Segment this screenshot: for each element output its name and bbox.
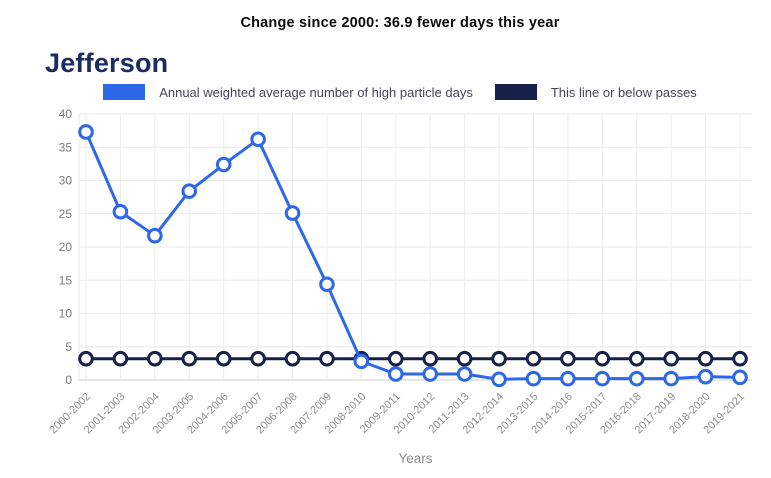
data-point-this-line-or-below-passes[interactable] xyxy=(284,350,301,367)
data-point-this-line-or-below-passes[interactable] xyxy=(387,350,404,367)
data-point-annual-weighted-average-number-of-high-particle-days[interactable] xyxy=(422,366,439,382)
data-point-this-line-or-below-passes[interactable] xyxy=(181,350,198,367)
page-title: Change since 2000: 36.9 fewer days this … xyxy=(240,15,560,31)
y-tick-label: 20 xyxy=(59,240,73,254)
data-point-this-line-or-below-passes[interactable] xyxy=(215,350,232,367)
data-point-annual-weighted-average-number-of-high-particle-days[interactable] xyxy=(112,203,129,220)
data-point-this-line-or-below-passes[interactable] xyxy=(594,350,611,367)
data-point-this-line-or-below-passes[interactable] xyxy=(697,350,714,367)
x-axis-title: Years xyxy=(398,451,433,466)
data-point-annual-weighted-average-number-of-high-particle-days[interactable] xyxy=(284,205,301,221)
y-tick-label: 15 xyxy=(59,273,73,287)
data-point-this-line-or-below-passes[interactable] xyxy=(422,350,439,367)
data-point-annual-weighted-average-number-of-high-particle-days[interactable] xyxy=(594,370,611,387)
data-point-this-line-or-below-passes[interactable] xyxy=(732,350,748,367)
data-point-this-line-or-below-passes[interactable] xyxy=(525,350,542,367)
data-point-annual-weighted-average-number-of-high-particle-days[interactable] xyxy=(491,371,507,388)
data-point-this-line-or-below-passes[interactable] xyxy=(628,350,645,367)
data-point-annual-weighted-average-number-of-high-particle-days[interactable] xyxy=(250,131,266,148)
y-tick-label: 5 xyxy=(65,340,72,354)
data-point-annual-weighted-average-number-of-high-particle-days[interactable] xyxy=(628,370,645,387)
data-point-annual-weighted-average-number-of-high-particle-days[interactable] xyxy=(560,370,576,387)
data-point-this-line-or-below-passes[interactable] xyxy=(319,350,335,367)
legend-label: This line or below passes xyxy=(550,84,697,100)
data-point-this-line-or-below-passes[interactable] xyxy=(250,350,266,367)
data-point-annual-weighted-average-number-of-high-particle-days[interactable] xyxy=(181,183,198,199)
data-point-this-line-or-below-passes[interactable] xyxy=(663,350,679,367)
legend-item-pass-threshold[interactable]: This line or below passes xyxy=(494,84,697,100)
data-point-annual-weighted-average-number-of-high-particle-days[interactable] xyxy=(215,156,232,173)
data-point-this-line-or-below-passes[interactable] xyxy=(456,350,473,367)
data-point-this-line-or-below-passes[interactable] xyxy=(560,350,576,367)
y-tick-label: 25 xyxy=(59,207,73,221)
y-tick-label: 35 xyxy=(59,140,73,154)
data-point-this-line-or-below-passes[interactable] xyxy=(147,350,163,367)
y-tick-label: 40 xyxy=(59,107,73,121)
data-point-this-line-or-below-passes[interactable] xyxy=(491,350,507,367)
county-heading: Jefferson xyxy=(45,48,169,78)
series-line-annual-weighted-average-number-of-high-particle-days xyxy=(84,131,741,381)
y-tick-label: 30 xyxy=(59,174,73,188)
legend-item-annual-days[interactable]: Annual weighted average number of high p… xyxy=(103,84,473,100)
data-point-annual-weighted-average-number-of-high-particle-days[interactable] xyxy=(732,369,748,386)
y-tick-label: 10 xyxy=(59,307,73,321)
data-point-annual-weighted-average-number-of-high-particle-days[interactable] xyxy=(319,276,335,293)
legend-swatch-blue-icon xyxy=(103,84,146,100)
data-point-annual-weighted-average-number-of-high-particle-days[interactable] xyxy=(456,366,473,382)
data-point-annual-weighted-average-number-of-high-particle-days[interactable] xyxy=(697,368,714,385)
data-point-annual-weighted-average-number-of-high-particle-days[interactable] xyxy=(353,353,370,370)
data-point-annual-weighted-average-number-of-high-particle-days[interactable] xyxy=(147,227,163,244)
legend-label: Annual weighted average number of high p… xyxy=(159,84,473,100)
y-tick-label: 0 xyxy=(65,373,72,387)
legend-swatch-navy-icon xyxy=(494,84,537,100)
data-point-annual-weighted-average-number-of-high-particle-days[interactable] xyxy=(387,366,404,382)
data-point-annual-weighted-average-number-of-high-particle-days[interactable] xyxy=(525,370,542,387)
chart-legend: Annual weighted average number of high p… xyxy=(45,84,755,100)
data-point-annual-weighted-average-number-of-high-particle-days[interactable] xyxy=(78,124,94,140)
data-point-this-line-or-below-passes[interactable] xyxy=(78,350,94,367)
data-point-annual-weighted-average-number-of-high-particle-days[interactable] xyxy=(663,370,679,387)
data-point-this-line-or-below-passes[interactable] xyxy=(112,350,129,367)
